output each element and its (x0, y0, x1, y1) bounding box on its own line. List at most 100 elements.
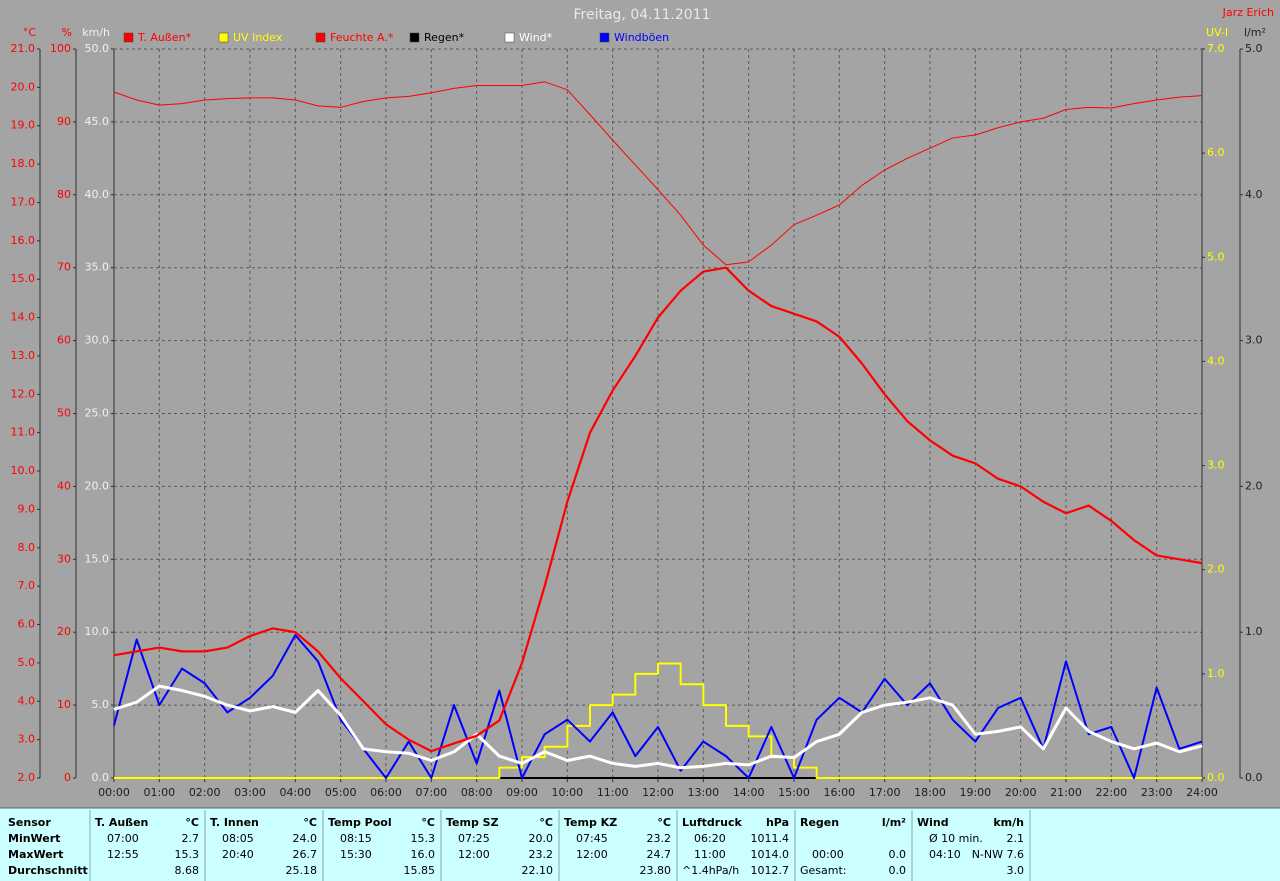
x-tick-label: 14:00 (733, 786, 765, 799)
y-tick-label: 40.0 (85, 188, 110, 201)
x-tick-label: 22:00 (1095, 786, 1127, 799)
y-tick-label: 16.0 (11, 234, 36, 247)
y-tick-label: 0 (64, 771, 71, 784)
y-tick-label: 3.0 (1207, 459, 1225, 472)
y-tick-label: 2.0 (1245, 479, 1263, 492)
x-tick-label: 10:00 (551, 786, 583, 799)
column-unit: °C (185, 816, 199, 829)
axis-unit: % (62, 26, 72, 39)
column-name: Temp KZ (564, 816, 617, 829)
y-tick-label: 0.0 (92, 771, 110, 784)
y-tick-label: 8.0 (18, 541, 36, 554)
column-name: T. Innen (210, 816, 259, 829)
row-label: Sensor (8, 816, 51, 829)
y-tick-label: 60 (57, 334, 71, 347)
x-tick-label: 12:00 (642, 786, 674, 799)
column-unit: l/m² (882, 816, 906, 829)
cell-value: 25.18 (286, 864, 318, 877)
y-tick-label: 11.0 (11, 426, 36, 439)
cell-label: 06:20 (694, 832, 726, 845)
column-unit: hPa (766, 816, 789, 829)
column-name: Regen (800, 816, 839, 829)
x-tick-label: 01:00 (143, 786, 175, 799)
row-label: Durchschnitt (8, 864, 88, 877)
cell-label: 15:30 (340, 848, 372, 861)
series-line (114, 662, 1202, 779)
legend-label: T. Außen* (137, 31, 192, 44)
column-name: T. Außen (95, 816, 148, 829)
x-tick-label: 05:00 (325, 786, 357, 799)
x-tick-label: 24:00 (1186, 786, 1218, 799)
column-name: Temp SZ (446, 816, 499, 829)
cell-label: ^1.4hPa/h (682, 864, 739, 877)
background (0, 0, 1280, 808)
y-tick-label: 17.0 (11, 195, 36, 208)
y-tick-label: 40 (57, 479, 71, 492)
x-tick-label: 18:00 (914, 786, 946, 799)
row-label: MaxWert (8, 848, 63, 861)
cell-value: 3.0 (1007, 864, 1025, 877)
cell-value: 15.85 (404, 864, 436, 877)
y-tick-label: 80 (57, 188, 71, 201)
cell-value: 16.0 (411, 848, 436, 861)
cell-value: 2.1 (1007, 832, 1025, 845)
y-tick-label: 15.0 (85, 552, 110, 565)
y-tick-label: 20.0 (11, 80, 36, 93)
column-name: Temp Pool (328, 816, 392, 829)
x-tick-label: 06:00 (370, 786, 402, 799)
cell-label: 07:00 (107, 832, 139, 845)
y-tick-label: 5.0 (92, 698, 110, 711)
y-tick-label: 20 (57, 625, 71, 638)
cell-value: 15.3 (411, 832, 436, 845)
legend-swatch (599, 32, 610, 43)
y-tick-label: 2.0 (1207, 563, 1225, 576)
y-tick-label: 5.0 (1207, 250, 1225, 263)
column-unit: °C (539, 816, 553, 829)
cell-value: 15.3 (175, 848, 200, 861)
x-tick-label: 08:00 (461, 786, 493, 799)
y-tick-label: 50 (57, 407, 71, 420)
y-tick-label: 4.0 (1245, 188, 1263, 201)
cell-value: 24.7 (647, 848, 672, 861)
cell-label: 12:00 (458, 848, 490, 861)
cell-label: 08:15 (340, 832, 372, 845)
column-unit: km/h (993, 816, 1024, 829)
cell-value: 23.2 (647, 832, 672, 845)
y-tick-label: 30.0 (85, 334, 110, 347)
legend-label: Wind* (519, 31, 553, 44)
y-tick-label: 10 (57, 698, 71, 711)
y-tick-label: 9.0 (18, 502, 36, 515)
y-tick-label: 5.0 (1245, 42, 1263, 55)
y-tick-label: 6.0 (18, 618, 36, 631)
legend-label: Windböen (614, 31, 669, 44)
y-tick-label: 25.0 (85, 407, 110, 420)
cell-value: 24.0 (293, 832, 318, 845)
y-tick-label: 19.0 (11, 119, 36, 132)
x-tick-label: 09:00 (506, 786, 538, 799)
cell-value: 22.10 (522, 864, 554, 877)
legend-label: UV Index (233, 31, 283, 44)
y-tick-label: 1.0 (1207, 667, 1225, 680)
y-tick-label: 0.0 (1207, 771, 1225, 784)
legend-swatch (504, 32, 515, 43)
chart-title: Freitag, 04.11.2011 (574, 7, 711, 23)
axis-unit: UV-I (1206, 26, 1228, 39)
series-line (113, 266, 1203, 753)
y-tick-label: 10.0 (11, 464, 36, 477)
cell-label: 12:55 (107, 848, 139, 861)
y-tick-label: 4.0 (18, 694, 36, 707)
cell-label: 20:40 (222, 848, 254, 861)
y-tick-label: 35.0 (85, 261, 110, 274)
x-tick-label: 17:00 (869, 786, 901, 799)
y-tick-label: 3.0 (18, 733, 36, 746)
y-tick-label: 45.0 (85, 115, 110, 128)
column-unit: °C (303, 816, 317, 829)
cell-value: 1014.0 (751, 848, 790, 861)
cell-value: 2.7 (182, 832, 200, 845)
y-tick-label: 3.0 (1245, 334, 1263, 347)
x-tick-label: 20:00 (1005, 786, 1037, 799)
series-line (113, 81, 1203, 266)
y-tick-label: 7.0 (1207, 42, 1225, 55)
x-tick-label: 19:00 (959, 786, 991, 799)
